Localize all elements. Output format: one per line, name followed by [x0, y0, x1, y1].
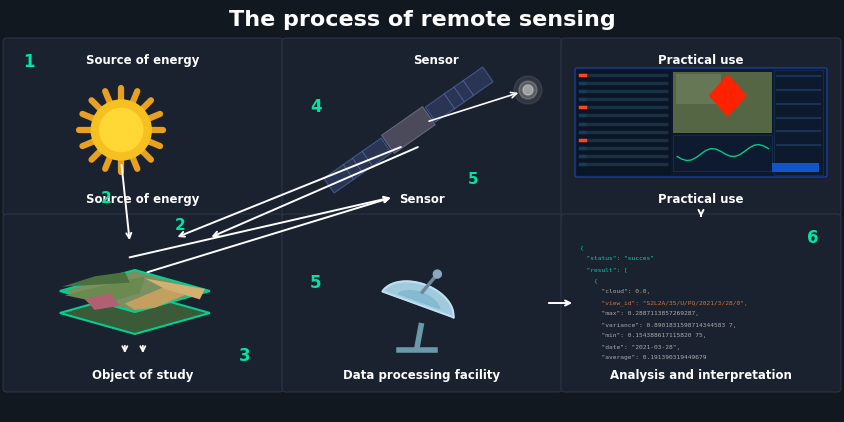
FancyBboxPatch shape [3, 38, 283, 216]
Text: 7: 7 [807, 98, 819, 116]
Polygon shape [125, 287, 185, 310]
Text: Practical use: Practical use [658, 192, 744, 206]
Circle shape [91, 100, 151, 160]
Text: {: { [579, 279, 598, 284]
Text: Object of study: Object of study [92, 368, 193, 381]
Polygon shape [381, 107, 436, 153]
Bar [772, 163, 819, 172]
Polygon shape [425, 67, 493, 122]
Polygon shape [720, 87, 735, 104]
Text: 3: 3 [239, 347, 251, 365]
Text: 5: 5 [311, 274, 322, 292]
Text: 2: 2 [101, 190, 111, 206]
Text: 5: 5 [468, 172, 479, 187]
Text: "max": 0.2887113857269287,: "max": 0.2887113857269287, [579, 311, 699, 316]
Text: The process of remote sensing: The process of remote sensing [229, 10, 615, 30]
Circle shape [523, 85, 533, 95]
Text: Sensor: Sensor [413, 54, 458, 67]
Text: Source of energy: Source of energy [86, 54, 200, 67]
Bar [676, 74, 721, 105]
Polygon shape [324, 138, 392, 193]
FancyBboxPatch shape [282, 214, 562, 392]
Text: "cloud": 0.0,: "cloud": 0.0, [579, 289, 650, 295]
Circle shape [519, 81, 537, 99]
Text: Analysis and interpretation: Analysis and interpretation [610, 368, 792, 381]
Text: Source of energy: Source of energy [86, 192, 200, 206]
Text: Sensor: Sensor [399, 192, 445, 206]
FancyBboxPatch shape [561, 214, 841, 392]
Polygon shape [62, 272, 130, 287]
Text: 6: 6 [807, 229, 819, 247]
FancyBboxPatch shape [282, 38, 562, 216]
Text: 4: 4 [311, 98, 322, 116]
Text: 1: 1 [24, 53, 35, 71]
Text: "date": "2021-03-28",: "date": "2021-03-28", [579, 344, 680, 349]
FancyBboxPatch shape [3, 214, 283, 392]
Bar [674, 72, 772, 133]
Text: Practical use: Practical use [658, 54, 744, 67]
Polygon shape [398, 291, 440, 309]
Circle shape [100, 108, 143, 151]
Circle shape [514, 76, 542, 104]
Text: "status": "succes": "status": "succes" [579, 257, 654, 262]
Text: "view_id": "S2L2A/35/U/PQ/2021/3/28/0",: "view_id": "S2L2A/35/U/PQ/2021/3/28/0", [579, 300, 748, 306]
Polygon shape [85, 293, 120, 310]
Bar [674, 135, 772, 171]
Polygon shape [714, 81, 741, 111]
FancyBboxPatch shape [561, 38, 841, 216]
Bar [775, 70, 823, 175]
Polygon shape [60, 292, 210, 334]
Polygon shape [60, 270, 210, 312]
Text: Data processing facility: Data processing facility [344, 368, 500, 381]
Text: "variance": 0.8901831598714344583 7,: "variance": 0.8901831598714344583 7, [579, 322, 737, 327]
Polygon shape [709, 74, 747, 117]
Text: "min": 0.154388617115820 75,: "min": 0.154388617115820 75, [579, 333, 706, 338]
Text: "result": [: "result": [ [579, 268, 628, 273]
Text: "average": 0.191390319449679: "average": 0.191390319449679 [579, 355, 706, 360]
Text: 2: 2 [175, 218, 185, 233]
Text: {: { [579, 246, 582, 251]
Circle shape [433, 270, 441, 278]
Polygon shape [65, 276, 145, 303]
Polygon shape [145, 279, 205, 299]
FancyBboxPatch shape [575, 68, 827, 177]
Polygon shape [382, 281, 453, 317]
Bar [577, 70, 671, 175]
